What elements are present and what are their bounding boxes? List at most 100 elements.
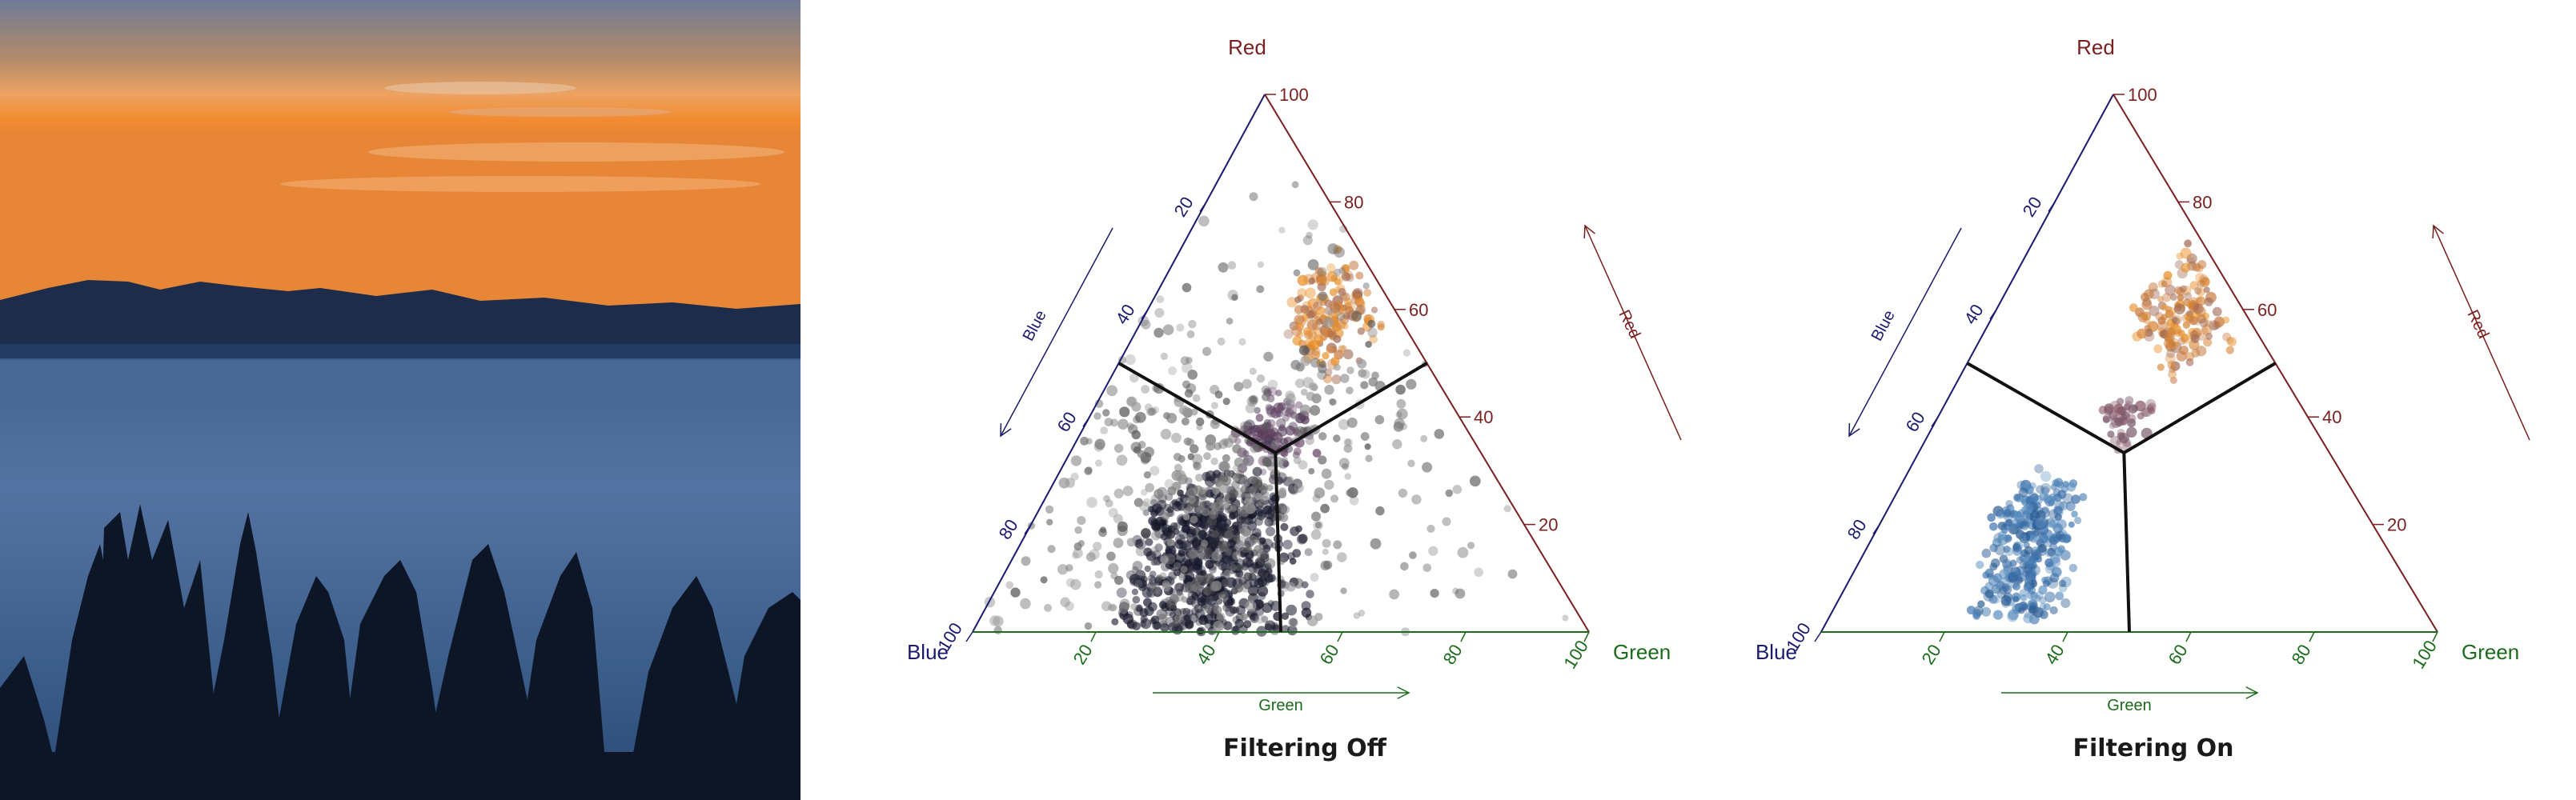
- data-point: [1234, 457, 1244, 468]
- green-corner-label: Green: [1613, 640, 1671, 664]
- data-point: [1256, 498, 1266, 507]
- data-point: [1343, 444, 1353, 453]
- data-point: [1117, 521, 1128, 532]
- data-point: [1131, 588, 1138, 595]
- data-point: [1223, 438, 1234, 448]
- green-tick: [2432, 631, 2438, 642]
- data-point: [2213, 321, 2222, 329]
- data-point: [1999, 586, 2008, 595]
- data-point: [1198, 504, 1206, 512]
- data-point: [1242, 557, 1254, 569]
- data-point: [1326, 327, 1337, 338]
- data-point: [1113, 488, 1124, 499]
- data-point: [1306, 231, 1313, 239]
- data-point: [1280, 438, 1289, 446]
- data-point: [1126, 538, 1136, 547]
- data-point: [1145, 538, 1154, 546]
- data-point: [1329, 288, 1338, 297]
- data-point: [2157, 280, 2166, 288]
- data-point: [1126, 620, 1135, 629]
- data-point: [1094, 581, 1102, 589]
- data-point: [1262, 392, 1270, 402]
- data-point: [1113, 538, 1124, 549]
- data-point: [1254, 406, 1261, 414]
- data-point: [1257, 586, 1269, 597]
- data-point: [1166, 549, 1177, 560]
- data-point: [1241, 583, 1250, 593]
- data-point: [2003, 545, 2011, 554]
- data-point: [1077, 516, 1086, 526]
- data-point: [1307, 219, 1318, 230]
- data-point: [2165, 343, 2173, 350]
- data-point: [1202, 573, 1214, 585]
- data-point: [1216, 497, 1223, 504]
- data-point: [1184, 614, 1192, 622]
- data-point: [1221, 475, 1232, 486]
- data-point: [1134, 498, 1144, 507]
- data-point: [1190, 515, 1198, 524]
- data-point: [2161, 303, 2169, 311]
- data-point: [1106, 385, 1117, 397]
- data-point: [1407, 459, 1415, 467]
- data-point: [1210, 385, 1220, 394]
- data-point: [1293, 447, 1302, 456]
- data-point: [2201, 326, 2209, 334]
- data-point: [1327, 243, 1339, 254]
- data-point: [1999, 569, 2009, 579]
- data-point: [1257, 558, 1265, 566]
- data-point: [1334, 350, 1344, 360]
- data-point: [1351, 310, 1362, 322]
- data-point: [2197, 279, 2205, 288]
- data-point: [2048, 534, 2060, 546]
- data-point: [2128, 404, 2138, 414]
- data-point: [1298, 534, 1308, 544]
- data-point: [1445, 489, 1454, 498]
- data-point: [1349, 260, 1359, 270]
- data-point: [1260, 490, 1270, 499]
- data-point: [1333, 540, 1342, 550]
- data-point: [1360, 381, 1369, 390]
- data-point: [2001, 583, 2010, 592]
- data-point: [1357, 358, 1367, 369]
- data-point: [2029, 493, 2039, 503]
- green-tick: [1337, 631, 1343, 642]
- data-point: [1365, 341, 1372, 348]
- data-point: [1210, 530, 1219, 538]
- data-point: [1218, 262, 1229, 273]
- data-point: [1238, 527, 1246, 534]
- data-point: [1086, 497, 1097, 508]
- data-point: [1132, 561, 1143, 571]
- data-point: [1299, 404, 1311, 416]
- data-point: [1102, 409, 1110, 417]
- data-point: [2190, 334, 2200, 343]
- data-point: [2116, 439, 2123, 446]
- data-point: [2049, 573, 2060, 583]
- data-point: [1205, 559, 1214, 570]
- data-point: [2141, 408, 2150, 418]
- data-point: [1330, 357, 1340, 366]
- data-point: [1154, 308, 1165, 318]
- blue-direction-arrow-label: Blue: [1868, 307, 1899, 344]
- data-point: [1010, 587, 1021, 598]
- data-point: [2028, 498, 2036, 506]
- data-point: [1250, 485, 1260, 495]
- data-point: [1130, 373, 1139, 383]
- data-point: [2042, 579, 2050, 588]
- data-point: [1298, 345, 1310, 356]
- data-point: [1315, 274, 1325, 283]
- data-point: [2148, 407, 2156, 414]
- data-point: [1186, 549, 1198, 560]
- data-point: [1344, 438, 1352, 446]
- data-point: [1093, 412, 1101, 420]
- green-tick: [2185, 631, 2192, 642]
- data-point: [2180, 247, 2192, 259]
- data-point: [1455, 588, 1466, 599]
- data-point: [1089, 549, 1100, 560]
- data-point: [2049, 553, 2060, 564]
- data-point: [2169, 340, 2176, 347]
- data-point: [1254, 492, 1262, 500]
- data-point: [1308, 468, 1315, 474]
- data-point: [1285, 408, 1294, 418]
- data-point: [1186, 487, 1198, 498]
